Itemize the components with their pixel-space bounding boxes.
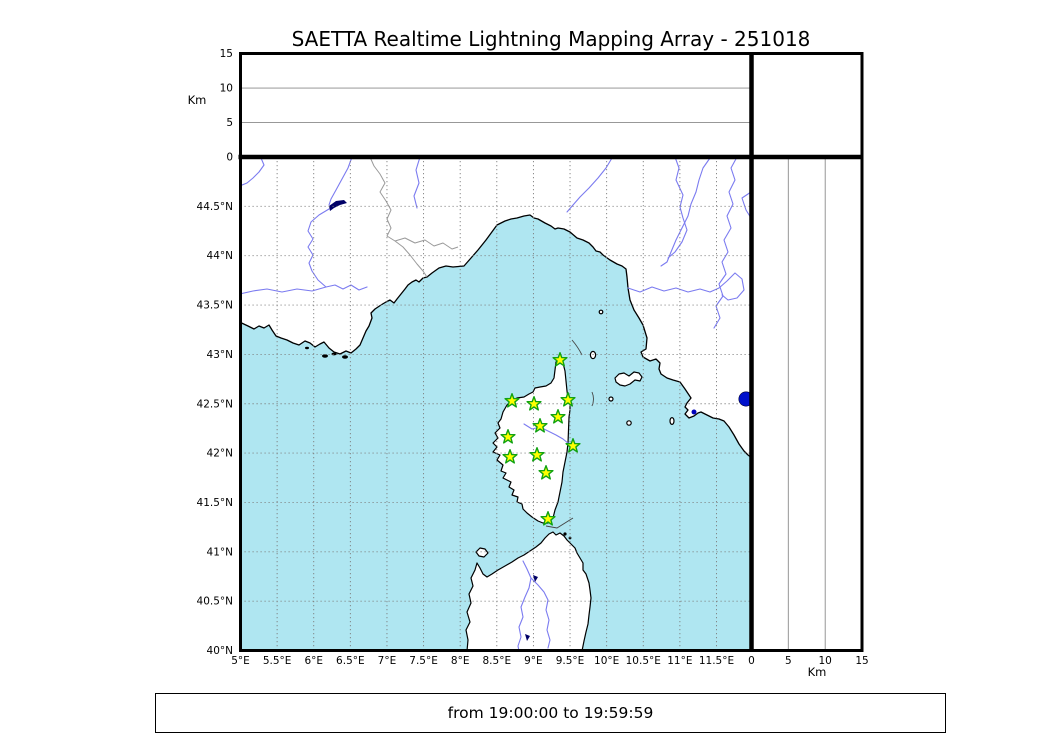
graticule: [240, 157, 752, 651]
lake-sardinia-2: [525, 634, 530, 641]
coastline-mainland: [240, 214, 752, 459]
island-elba: [614, 371, 643, 387]
altitude-tick-label: 0: [226, 152, 233, 164]
lon-tick-label: 5°E: [231, 655, 250, 667]
island-gorgona: [598, 309, 604, 315]
country-borders: [369, 157, 459, 278]
altitude-panel-right-frame: [750, 155, 864, 652]
lagoon-orbetello: [691, 409, 697, 415]
lat-tick-label: 40.5°N: [197, 596, 233, 608]
distance-tick-label: 10: [819, 655, 832, 667]
station-marker: [550, 409, 566, 424]
coast-arc-1: [571, 339, 583, 356]
lon-tick-label: 11°E: [667, 655, 692, 667]
altitude-panel-top-frame: [239, 52, 753, 159]
lightning-event-dot: [738, 391, 752, 407]
lat-tick-label: 42°N: [207, 448, 233, 460]
islet-hyeres-1: [322, 354, 328, 358]
station-marker: [565, 438, 581, 453]
altitude-tick-label: 15: [220, 48, 233, 60]
lon-tick-label: 6.5°E: [336, 655, 365, 667]
lake-serre-poncon: [329, 200, 347, 211]
lon-tick-label: 7.5°E: [409, 655, 438, 667]
map-panel-content: [240, 157, 752, 651]
islet-marseille: [305, 346, 309, 350]
lake-sardinia-1: [533, 575, 538, 582]
island-pianosa: [608, 396, 614, 402]
station-marker: [526, 396, 542, 411]
lon-tick-label: 11.5°E: [699, 655, 734, 667]
station-marker: [529, 447, 545, 462]
distance-tick-label: 0: [748, 655, 755, 667]
time-window-text: from 19:00:00 to 19:59:59: [447, 704, 654, 722]
station-marker: [504, 393, 520, 408]
station-marker: [500, 429, 516, 444]
lat-tick-label: 44.5°N: [197, 201, 233, 213]
station-marker: [540, 511, 556, 526]
lon-tick-label: 7°E: [378, 655, 397, 667]
altitude-unit-label: Km: [188, 93, 207, 107]
lat-tick-label: 43°N: [207, 349, 233, 361]
altitude-panel-right: [750, 155, 864, 652]
distance-tick-label: 5: [785, 655, 792, 667]
lat-tick-label: 41.5°N: [197, 497, 233, 509]
altitude-tick-label: 10: [220, 83, 233, 95]
island-giglio: [669, 417, 675, 426]
tick-labels: 5°E 5.5°E 6°E 6.5°E 7°E 7.5°E 8°E 8.5°E 9°E 9.5°E…: [197, 48, 869, 667]
time-window-box: from 19:00:00 to 19:59:59: [155, 693, 946, 733]
island-asinara: [475, 547, 489, 558]
lon-tick-label: 8.5°E: [483, 655, 512, 667]
station-markers: [500, 352, 581, 526]
island-sardinia: [465, 531, 592, 651]
islet-hyeres-3: [342, 355, 348, 359]
corner-box: [750, 52, 864, 159]
distance-unit-label: Km: [808, 665, 827, 679]
island-capraia: [589, 350, 597, 360]
lon-tick-label: 6°E: [304, 655, 323, 667]
lon-tick-label: 10°E: [594, 655, 619, 667]
altitude-tick-label: 5: [226, 117, 233, 129]
island-corsica: [492, 357, 571, 524]
coast-arc-2: [591, 391, 594, 407]
rivers: [240, 157, 752, 651]
station-marker: [538, 465, 554, 480]
lon-tick-label: 8°E: [451, 655, 470, 667]
islet-hyeres-2: [331, 352, 337, 356]
lat-tick-label: 43.5°N: [197, 300, 233, 312]
island-montecristo: [626, 420, 632, 426]
station-marker: [532, 418, 548, 433]
lat-tick-label: 42.5°N: [197, 398, 233, 410]
lat-tick-label: 40°N: [207, 645, 233, 657]
station-marker: [560, 392, 576, 407]
lon-tick-label: 9.5°E: [556, 655, 585, 667]
lon-tick-label: 5.5°E: [263, 655, 292, 667]
altitude-panel-top: [239, 52, 753, 159]
lat-tick-label: 44°N: [207, 250, 233, 262]
figure-title: SAETTA Realtime Lightning Mapping Array …: [292, 27, 811, 51]
coast-arc-bonifacio: [545, 517, 574, 529]
lon-tick-label: 9°E: [524, 655, 543, 667]
distance-tick-label: 15: [855, 655, 868, 667]
station-marker: [552, 352, 568, 367]
islet-maddalena-1: [563, 532, 567, 536]
lat-tick-label: 41°N: [207, 546, 233, 558]
station-marker: [502, 449, 518, 464]
lon-tick-label: 10.5°E: [626, 655, 661, 667]
event-markers: [738, 391, 752, 407]
